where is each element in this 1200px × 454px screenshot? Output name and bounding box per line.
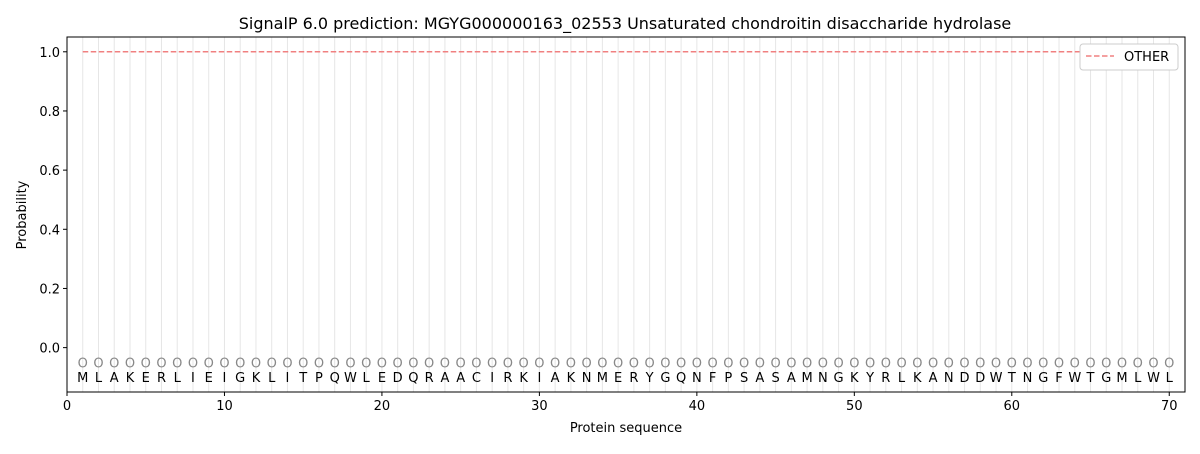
y-tick-label: 0.8 [39, 105, 60, 120]
x-tick-label: 50 [846, 399, 863, 414]
region-marker: O [282, 356, 292, 371]
region-marker: O [456, 356, 466, 371]
region-marker: O [597, 356, 607, 371]
region-marker: O [141, 356, 151, 371]
region-marker: O [156, 356, 166, 371]
region-marker: O [849, 356, 859, 371]
region-marker: O [1054, 356, 1064, 371]
region-marker: O [692, 356, 702, 371]
region-marker: O [408, 356, 418, 371]
region-marker: O [660, 356, 670, 371]
x-axis: 0 10 20 30 40 50 60 70 [63, 392, 1178, 414]
region-marker: O [471, 356, 481, 371]
region-marker: O [896, 356, 906, 371]
region-marker: O [566, 356, 576, 371]
region-marker: O [330, 356, 340, 371]
region-marker: O [676, 356, 686, 371]
region-marker: O [1007, 356, 1017, 371]
region-marker: O [314, 356, 324, 371]
x-tick-label: 60 [1004, 399, 1021, 414]
region-marker: O [1148, 356, 1158, 371]
region-marker: O [361, 356, 371, 371]
region-marker: O [519, 356, 529, 371]
region-marker: O [959, 356, 969, 371]
region-marker: O [345, 356, 355, 371]
residue-sequence: MLAKERLIEIGKLITPQWLEDQRAACIRKIAKNMERYGQN… [77, 371, 1173, 386]
region-marker: O [629, 356, 639, 371]
region-marker: O [755, 356, 765, 371]
y-axis: 0.0 0.2 0.4 0.6 0.8 1.0 [39, 46, 67, 357]
region-marker: O [739, 356, 749, 371]
grid [82, 37, 1170, 392]
y-tick-label: 0.6 [39, 164, 60, 179]
x-tick-label: 0 [63, 399, 71, 414]
region-marker: O [770, 356, 780, 371]
region-marker: O [93, 356, 103, 371]
legend-box [1079, 43, 1179, 71]
region-marker: O [503, 356, 513, 371]
region-marker: O [723, 356, 733, 371]
region-marker: O [172, 356, 182, 371]
legend-label: OTHER [1124, 50, 1169, 65]
region-marker: O [1085, 356, 1095, 371]
x-tick-label: 40 [689, 399, 706, 414]
region-marker: O [393, 356, 403, 371]
region-marker: O [1070, 356, 1080, 371]
region-marker: O [912, 356, 922, 371]
y-tick-label: 0.2 [39, 282, 60, 297]
y-tick-label: 0.4 [39, 223, 60, 238]
region-marker: O [944, 356, 954, 371]
region-marker: O [818, 356, 828, 371]
region-marker: O [645, 356, 655, 371]
region-marker: O [833, 356, 843, 371]
region-marker: O [219, 356, 229, 371]
region-marker: O [487, 356, 497, 371]
region-marker: O [991, 356, 1001, 371]
region-marker: O [1164, 356, 1174, 371]
x-tick-label: 20 [374, 399, 391, 414]
x-tick-label: 30 [531, 399, 548, 414]
region-marker: O [582, 356, 592, 371]
region-marker: O [707, 356, 717, 371]
region-marker: O [786, 356, 796, 371]
region-marker: O [1117, 356, 1127, 371]
x-tick-label: 70 [1161, 399, 1178, 414]
region-marker: O [928, 356, 938, 371]
region-marker: O [424, 356, 434, 371]
y-axis-label: Probability [15, 180, 30, 249]
region-marker: O [802, 356, 812, 371]
legend: OTHER [1079, 43, 1179, 71]
y-tick-label: 0.0 [39, 342, 60, 357]
region-marker: O [267, 356, 277, 371]
region-marker: O [377, 356, 387, 371]
region-marker: O [975, 356, 985, 371]
region-marker: O [1101, 356, 1111, 371]
region-marker: O [440, 356, 450, 371]
region-marker: O [235, 356, 245, 371]
region-marker: O [298, 356, 308, 371]
region-marker: O [125, 356, 135, 371]
y-tick-label: 1.0 [39, 46, 60, 61]
region-marker: O [1022, 356, 1032, 371]
x-tick-label: 10 [216, 399, 233, 414]
plot-frame [66, 36, 1186, 393]
region-marker: O [550, 356, 560, 371]
region-marker: O [78, 356, 88, 371]
region-marker: O [188, 356, 198, 371]
x-axis-label: Protein sequence [570, 421, 682, 436]
region-marker: O [881, 356, 891, 371]
region-marker: O [1038, 356, 1048, 371]
region-marker: O [613, 356, 623, 371]
region-marker: O [1133, 356, 1143, 371]
region-marker: O [251, 356, 261, 371]
region-marker: O [204, 356, 214, 371]
region-marker: O [865, 356, 875, 371]
region-marker: O [109, 356, 119, 371]
chart-title: SignalP 6.0 prediction: MGYG000000163_02… [239, 14, 1012, 34]
region-marker: O [534, 356, 544, 371]
